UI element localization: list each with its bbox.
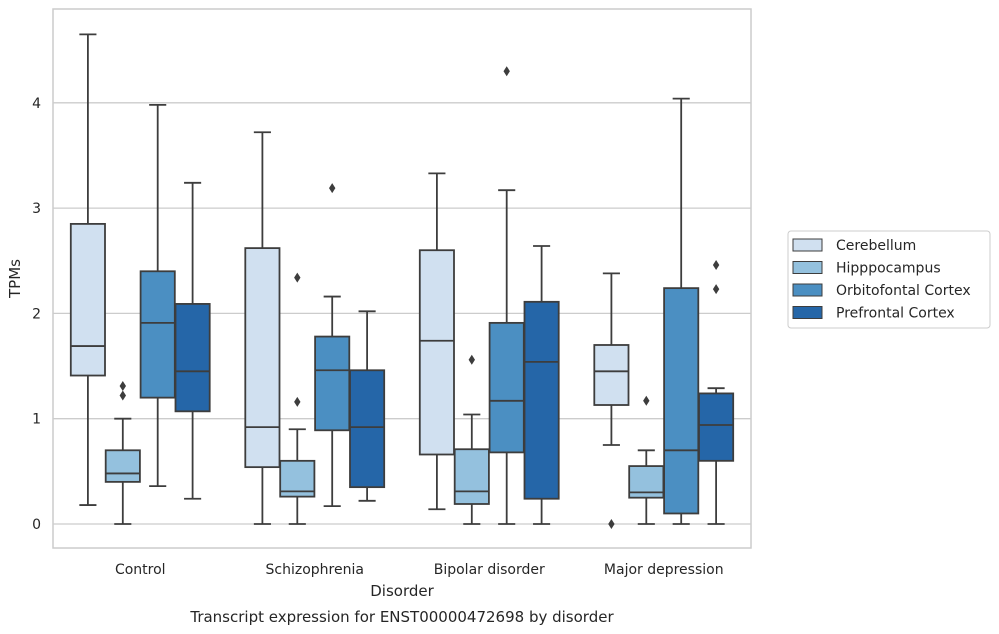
box-prefrontal-cortex-bipolar-disorder	[523, 245, 560, 525]
box-orbitofontal-cortex-major-depression	[663, 97, 700, 525]
box-cerebellum-bipolar-disorder	[418, 172, 455, 511]
box-body	[104, 449, 141, 483]
legend-label: Hipppocampus	[836, 261, 941, 277]
box-groups	[69, 33, 735, 529]
y-tick-label: 3	[32, 201, 41, 217]
box-orbitofontal-cortex-schizophrenia	[314, 183, 351, 507]
legend: Cerebellum Hipppocampus Orbitofontal Corte…	[787, 230, 991, 329]
box-body	[663, 287, 700, 515]
box-body	[593, 344, 630, 406]
box-orbitofontal-cortex-control	[139, 104, 176, 487]
legend-swatch	[792, 283, 823, 297]
outlier-point	[119, 381, 126, 392]
outlier-point	[329, 183, 336, 194]
box-body	[174, 303, 211, 413]
chart-caption: Transcript expression for ENST0000047269…	[189, 608, 614, 626]
box-body	[698, 392, 735, 462]
x-tick-labels: Control Schizophrenia Bipolar disorder Majo…	[115, 562, 724, 578]
x-tick-label: Schizophrenia	[266, 562, 364, 578]
y-tick-label: 1	[32, 412, 41, 428]
outlier-point	[294, 272, 301, 283]
legend-label: Prefrontal Cortex	[836, 306, 955, 322]
outlier-point	[468, 354, 475, 365]
legend-label: Orbitofontal Cortex	[836, 283, 971, 299]
box-body	[453, 448, 490, 505]
box-hipppocampus-control	[104, 381, 141, 525]
x-tick-label: Major depression	[604, 562, 724, 578]
plot-frame	[52, 8, 752, 549]
y-tick-label: 0	[32, 517, 41, 533]
box-orbitofontal-cortex-bipolar-disorder	[488, 66, 525, 525]
x-tick-label: Bipolar disorder	[434, 562, 545, 578]
x-tick-label: Control	[115, 562, 166, 578]
box-body	[314, 335, 351, 432]
outlier-point	[294, 396, 301, 407]
box-cerebellum-control	[69, 33, 106, 506]
box-prefrontal-cortex-major-depression	[698, 259, 735, 525]
y-tick-label: 4	[32, 96, 41, 112]
y-tick-labels: 0 1 2 3 4	[32, 96, 41, 533]
outlier-point	[712, 259, 720, 270]
box-cerebellum-schizophrenia	[244, 131, 281, 525]
box-prefrontal-cortex-schizophrenia	[349, 310, 386, 502]
legend-label: Cerebellum	[836, 238, 916, 254]
box-cerebellum-major-depression	[593, 272, 630, 529]
box-prefrontal-cortex-control	[174, 181, 211, 500]
outlier-point	[608, 519, 615, 529]
box-body	[418, 249, 455, 456]
box-body	[139, 270, 176, 399]
legend-frame	[787, 230, 991, 329]
legend-swatch	[792, 306, 823, 319]
box-body	[488, 321, 525, 454]
outlier-point	[712, 284, 720, 295]
legend-swatch	[792, 261, 823, 274]
x-axis-label: Disorder	[370, 582, 434, 600]
box-hipppocampus-schizophrenia	[279, 272, 316, 525]
y-tick-label: 2	[32, 306, 41, 322]
outlier-point	[643, 395, 650, 406]
box-body	[349, 369, 386, 489]
box-body	[244, 247, 281, 469]
box-body	[69, 222, 106, 377]
box-hipppocampus-bipolar-disorder	[453, 354, 490, 525]
box-body	[523, 300, 560, 500]
box-hipppocampus-major-depression	[628, 395, 665, 525]
y-axis-label: TPMs	[6, 259, 24, 299]
outlier-point	[119, 390, 126, 401]
outlier-point	[503, 66, 510, 77]
legend-swatch	[792, 238, 823, 252]
